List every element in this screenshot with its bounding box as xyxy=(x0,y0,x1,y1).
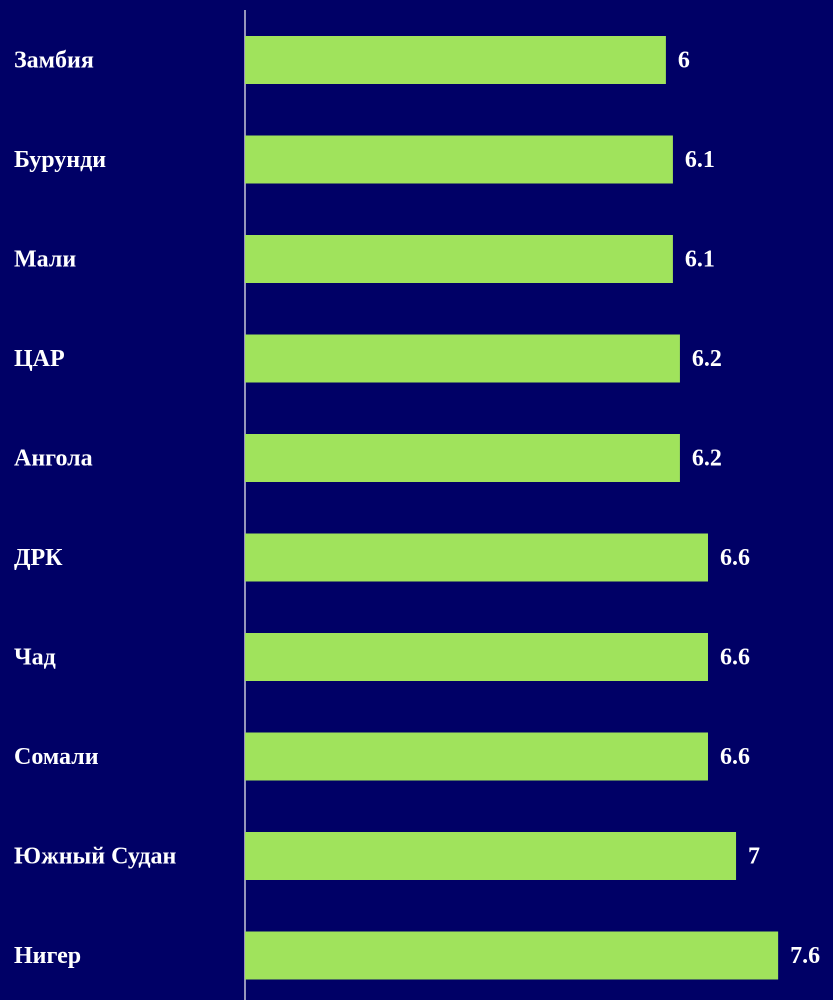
category-label: Сомали xyxy=(14,744,99,770)
value-label: 7.6 xyxy=(790,943,820,969)
bar xyxy=(245,36,666,84)
category-label: Нигер xyxy=(14,943,81,969)
category-label: ДРК xyxy=(14,545,63,571)
category-label: Чад xyxy=(14,645,56,671)
category-label: Бурунди xyxy=(14,147,106,173)
bar xyxy=(245,732,708,781)
value-label: 6.6 xyxy=(720,744,750,770)
value-label: 6 xyxy=(678,48,690,74)
value-label: 6.2 xyxy=(692,446,722,472)
category-label: ЦАР xyxy=(14,346,65,372)
bar xyxy=(245,434,680,482)
category-label: Ангола xyxy=(14,446,93,472)
value-label: 6.6 xyxy=(720,545,750,571)
bar xyxy=(245,135,673,184)
category-label: Мали xyxy=(14,247,76,273)
category-label: Замбия xyxy=(14,48,94,74)
bar xyxy=(245,235,673,283)
bar xyxy=(245,931,779,980)
value-label: 6.6 xyxy=(720,645,750,671)
bar xyxy=(245,334,680,383)
bar xyxy=(245,832,737,880)
bar xyxy=(245,533,708,582)
value-label: 6.2 xyxy=(692,346,722,372)
value-label: 6.1 xyxy=(685,247,715,273)
value-label: 7 xyxy=(748,844,760,870)
bar xyxy=(245,633,708,681)
category-label: Южный Судан xyxy=(14,844,176,870)
value-label: 6.1 xyxy=(685,147,715,173)
